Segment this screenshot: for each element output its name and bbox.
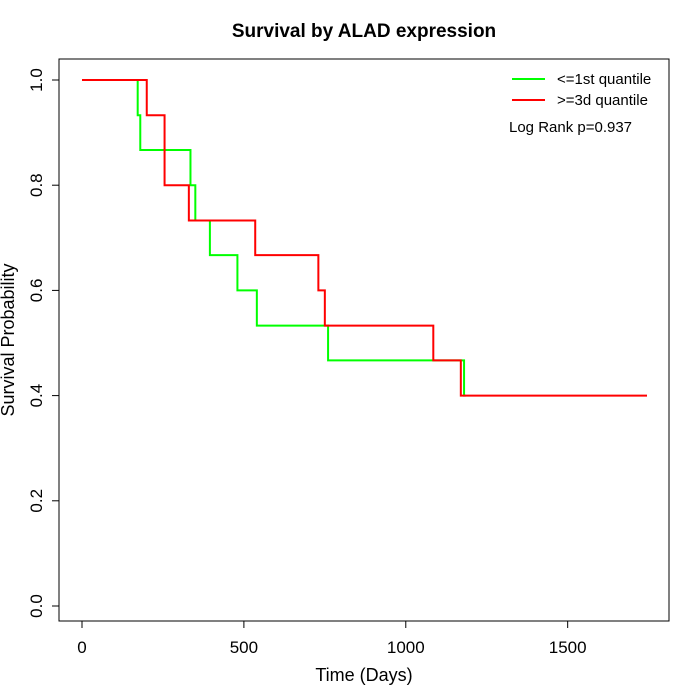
y-tick-label: 0.2	[27, 489, 46, 513]
y-tick-label: 0.0	[27, 594, 46, 618]
x-tick-label: 1500	[549, 638, 587, 657]
series-line-high-quantile	[82, 79, 647, 397]
x-tick-label: 500	[230, 638, 258, 657]
x-tick-label: 0	[77, 638, 86, 657]
y-axis: 0.0 0.2 0.4 0.6 0.8 1.0	[27, 68, 60, 618]
y-tick-label: 1.0	[27, 68, 46, 92]
legend-label: <=1st quantile	[557, 71, 651, 88]
x-axis-label: Time (Days)	[315, 665, 412, 685]
y-tick-label: 0.8	[27, 173, 46, 197]
x-tick-label: 1000	[387, 638, 425, 657]
legend: <=1st quantile >=3d quantile	[512, 71, 651, 109]
legend-label: >=3d quantile	[557, 92, 648, 109]
y-tick-label: 0.6	[27, 279, 46, 303]
plot-frame	[58, 58, 670, 622]
y-tick-label: 0.4	[27, 384, 46, 408]
series-line-low-quantile	[82, 79, 466, 397]
survival-curves	[82, 79, 647, 397]
chart-title: Survival by ALAD expression	[232, 21, 496, 42]
y-axis-label: Survival Probability	[0, 263, 18, 416]
x-axis: 0 500 1000 1500	[77, 620, 587, 657]
log-rank-annotation: Log Rank p=0.937	[509, 119, 632, 136]
